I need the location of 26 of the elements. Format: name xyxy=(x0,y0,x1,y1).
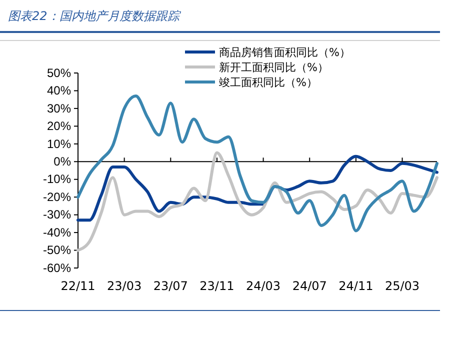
y-tick-label: 0% xyxy=(54,154,72,168)
y-tick-label: 30% xyxy=(46,101,72,116)
y-tick-label: 40% xyxy=(46,84,72,98)
y-tick-label: 10% xyxy=(46,136,72,151)
line-series xyxy=(76,151,438,252)
legend-label: 新开工面积同比（%） xyxy=(219,61,328,74)
legend-label: 商品房销售面积同比（%） xyxy=(219,46,350,59)
legend-label: 竣工面积同比（%） xyxy=(219,76,318,89)
x-tick-label: 24/07 xyxy=(292,279,327,293)
x-tick-label: 25/03 xyxy=(384,279,420,293)
line-series xyxy=(76,94,438,232)
x-tick-label: 24/11 xyxy=(338,279,374,293)
x-tick-label: 23/03 xyxy=(107,279,142,293)
y-tick-label: -50% xyxy=(42,243,72,258)
y-tick-label: -40% xyxy=(42,225,72,240)
x-tick-label: 22/11 xyxy=(60,279,96,293)
y-tick-label: 20% xyxy=(46,119,72,134)
y-tick-label: -10% xyxy=(42,172,72,186)
chart-title: 图表22：国内地产月度数据跟踪 xyxy=(8,9,182,23)
y-tick-label: -60% xyxy=(42,260,72,275)
x-tick-label: 23/11 xyxy=(200,279,234,293)
y-tick-label: 50% xyxy=(46,66,72,80)
x-tick-label: 23/07 xyxy=(153,279,188,293)
y-tick-label: -20% xyxy=(42,190,72,204)
x-tick-label: 24/03 xyxy=(246,279,281,293)
y-tick-label: -30% xyxy=(42,208,72,222)
